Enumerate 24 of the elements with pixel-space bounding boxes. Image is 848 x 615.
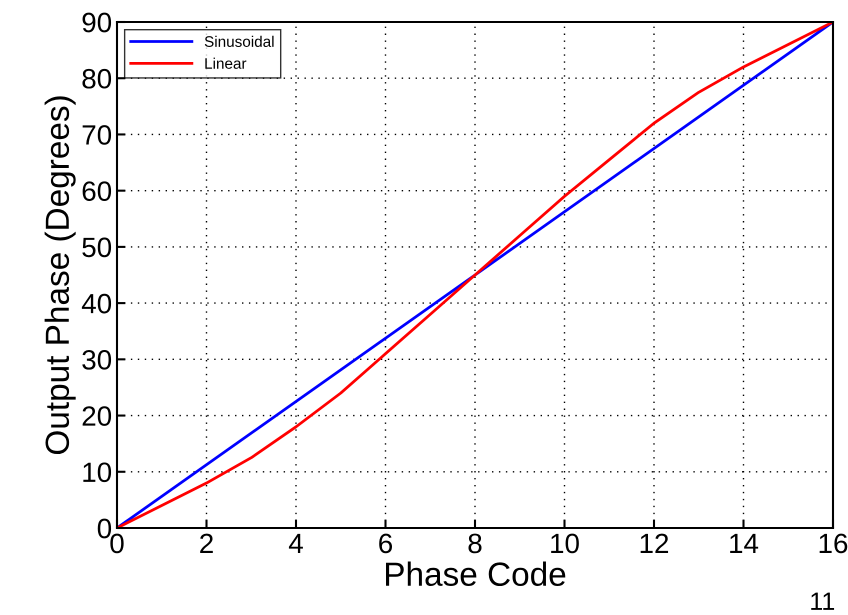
- y-tick-label: 70: [82, 125, 112, 145]
- x-tick-label: 14: [730, 534, 758, 553]
- x-tick-label: 8: [468, 534, 482, 554]
- text: 11: [811, 592, 834, 610]
- legend-label: Sinusoidal: [204, 36, 274, 47]
- x-tick-label: 0: [110, 534, 124, 554]
- x-tick-label: 12: [640, 534, 668, 553]
- y-tick-label: 50: [82, 238, 112, 258]
- y-tick-label: 20: [82, 406, 112, 426]
- y-tick-label: 0: [98, 518, 112, 538]
- y-tick-label: 80: [82, 68, 112, 89]
- x-tick-label: 10: [551, 534, 579, 554]
- x-tick-label: 2: [200, 534, 213, 553]
- x-tick-label: 4: [288, 534, 303, 553]
- y-axis-title: Output Phase (Degrees): [44, 96, 76, 454]
- legend-label: Linear: [205, 58, 246, 69]
- y-tick-label: 60: [82, 181, 112, 202]
- y-tick-label: 30: [82, 350, 112, 370]
- x-axis-title: Phase Code: [386, 562, 566, 586]
- y-tick-label: 40: [82, 294, 112, 314]
- x-tick-label: 6: [379, 534, 392, 554]
- x-tick-label: 16: [820, 534, 848, 554]
- y-tick-label: 90: [82, 12, 112, 32]
- y-tick-label: 10: [83, 462, 112, 482]
